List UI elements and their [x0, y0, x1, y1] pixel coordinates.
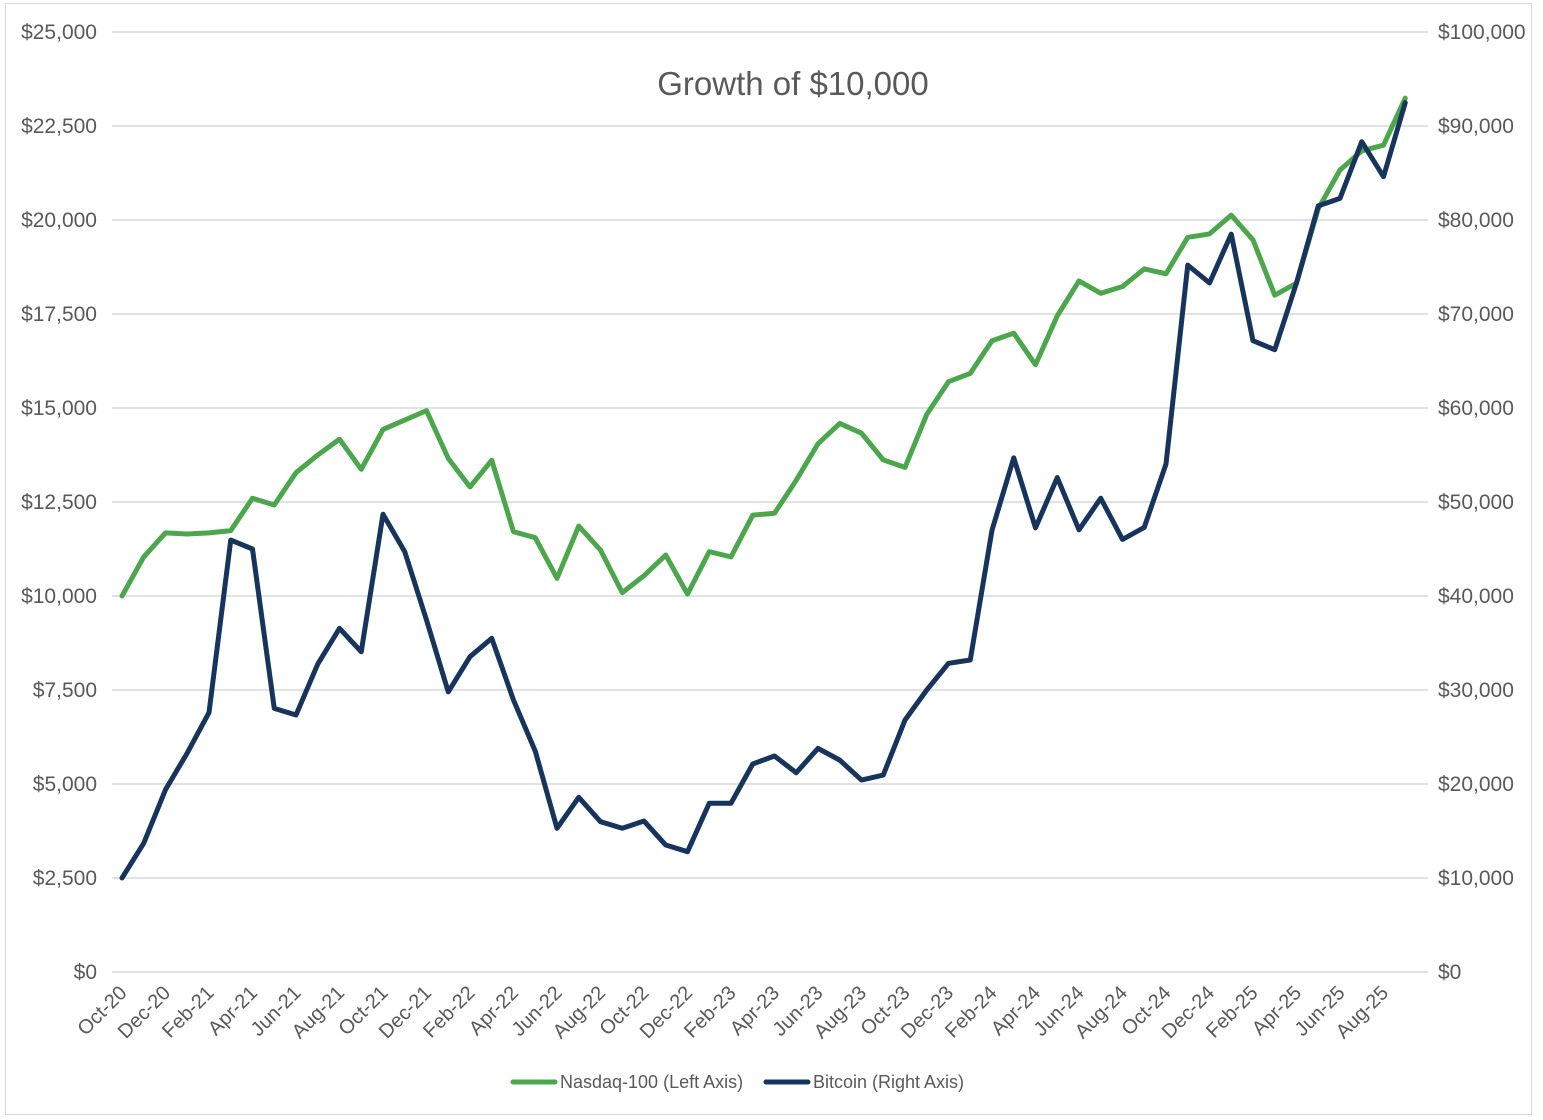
y-axis-left-label: $22,500	[21, 115, 97, 138]
y-axis-left-label: $2,500	[33, 867, 97, 890]
y-axis-left-label: $7,500	[33, 679, 97, 702]
y-axis-left-label: $20,000	[21, 209, 97, 232]
y-axis-right-label: $70,000	[1438, 303, 1514, 326]
y-axis-right-label: $30,000	[1438, 679, 1514, 702]
bitcoin-series-line	[119, 100, 1408, 881]
y-axis-right-label: $40,000	[1438, 585, 1514, 608]
y-axis-right-label: $80,000	[1438, 209, 1514, 232]
y-axis-left-label: $25,000	[21, 21, 97, 44]
y-axis-right-label: $100,000	[1438, 21, 1526, 44]
nasdaq-100-series-line	[119, 95, 1408, 599]
gridlines	[112, 31, 1428, 973]
chart-legend: Nasdaq-100 (Left Axis) Bitcoin (Right Ax…	[510, 1072, 964, 1092]
series-lines	[119, 95, 1408, 881]
legend-label-nasdaq: Nasdaq-100 (Left Axis)	[560, 1072, 743, 1092]
y-axis-right-label: $50,000	[1438, 491, 1514, 514]
chart-title: Growth of $10,000	[657, 65, 929, 102]
y-axis-left-label: $17,500	[21, 303, 97, 326]
y-axis-right-label: $90,000	[1438, 115, 1514, 138]
y-axis-left-label: $10,000	[21, 585, 97, 608]
y-axis-right-label: $60,000	[1438, 397, 1514, 420]
y-axis-right-label: $20,000	[1438, 773, 1514, 796]
y-axis-left-label: $12,500	[21, 491, 97, 514]
y-axis-left-label: $15,000	[21, 397, 97, 420]
y-axis-right-label: $0	[1438, 961, 1461, 984]
y-axis-left-label: $5,000	[33, 773, 97, 796]
y-axis-right-label: $10,000	[1438, 867, 1514, 890]
y-axis-left-tick-labels: $0 $2,500 $5,000 $7,500 $10,000 $12,500 $15,00…	[21, 21, 97, 984]
y-axis-left-label: $0	[74, 961, 97, 984]
y-axis-right-tick-labels: $0 $10,000 $20,000 $30,000 $40,000 $50,000 $60…	[1438, 21, 1526, 984]
chart-frame-border	[5, 3, 1532, 1115]
legend-label-bitcoin: Bitcoin (Right Axis)	[813, 1072, 964, 1092]
